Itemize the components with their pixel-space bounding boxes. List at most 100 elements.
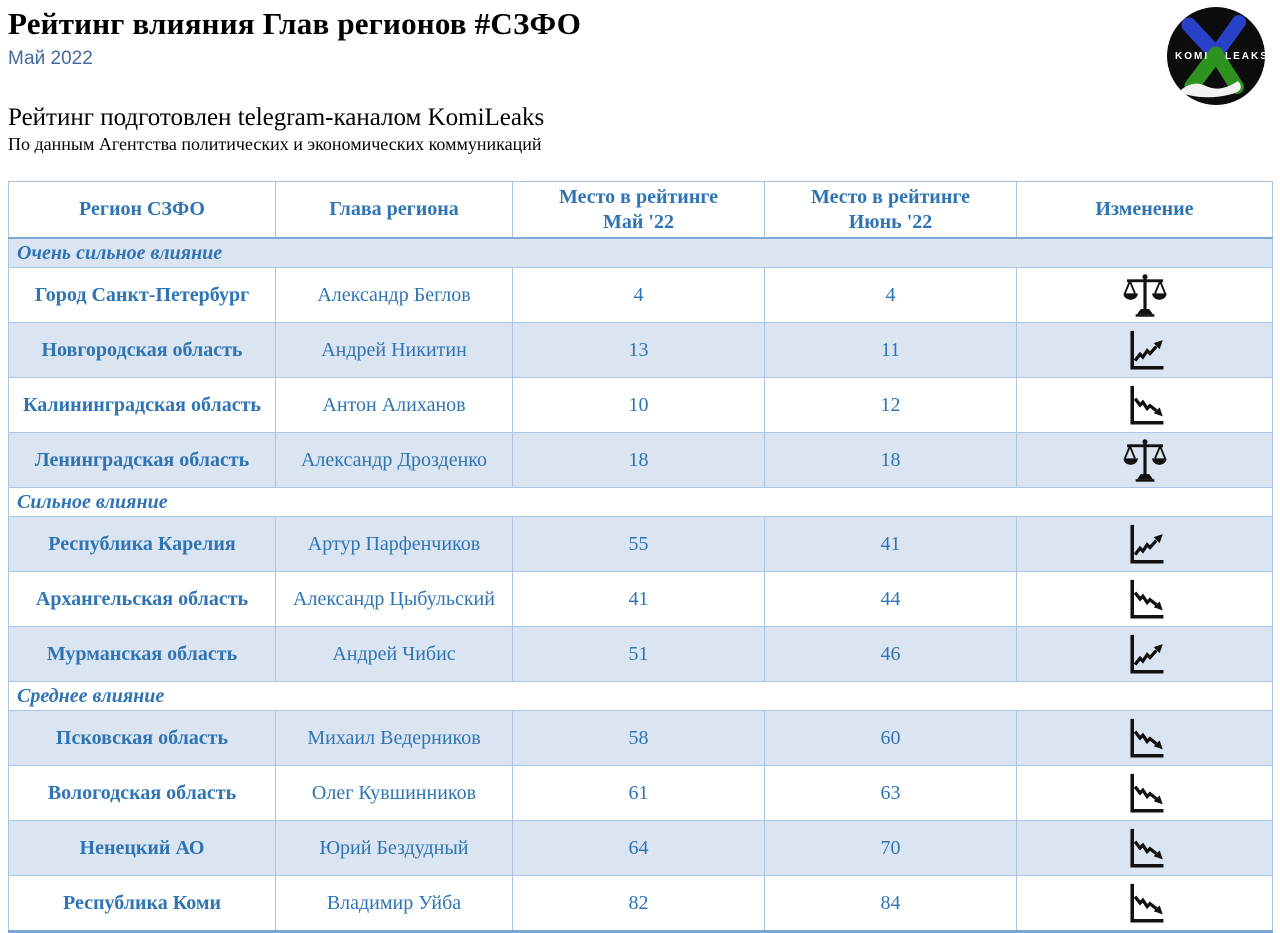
change-cell [1016,626,1273,682]
column-header-3: Место в рейтинге Июнь '22 [764,181,1017,239]
change-cell [1016,267,1273,323]
rank-june-cell: 12 [764,377,1017,433]
table-row: Новгородская область Андрей Никитин 13 11 [8,322,1273,378]
region-cell: Мурманская область [8,626,276,682]
logo-text-left: KOMI [1175,51,1209,62]
rank-may-cell: 64 [512,820,765,876]
head-cell: Антон Алиханов [275,377,513,433]
table-row: Вологодская область Олег Кувшинников 61 63 [8,765,1273,821]
header-row: Регион СЗФО Глава региона Место в рейтинге… [8,181,1273,239]
rank-june-cell: 44 [764,571,1017,627]
head-cell: Михаил Ведерников [275,710,513,766]
change-cell [1016,571,1273,627]
rank-june-cell: 70 [764,820,1017,876]
section-row: Среднее влияние [8,681,1273,711]
head-cell: Юрий Бездудный [275,820,513,876]
rank-june-cell: 46 [764,626,1017,682]
rank-may-cell: 10 [512,377,765,433]
table-row: Город Санкт-Петербург Александр Беглов 4 4 [8,267,1273,323]
rank-may-cell: 51 [512,626,765,682]
head-cell: Александр Цыбульский [275,571,513,627]
change-cell [1016,765,1273,821]
column-header-0: Регион СЗФО [8,181,276,239]
table-row: Республика Коми Владимир Уйба 82 84 [8,875,1273,932]
rating-table-body: Очень сильное влияние Город Санкт-Петербу… [8,237,1273,932]
trend-up-icon [1122,330,1168,370]
region-cell: Архангельская область [8,571,276,627]
region-cell: Калининградская область [8,377,276,433]
region-cell: Псковская область [8,710,276,766]
rank-june-cell: 63 [764,765,1017,821]
head-cell: Александр Беглов [275,267,513,323]
balance-scale-icon [1122,273,1168,317]
region-cell: Город Санкт-Петербург [8,267,276,323]
table-row: Архангельская область Александр Цыбульски… [8,571,1273,627]
table-row: Псковская область Михаил Ведерников 58 60 [8,710,1273,766]
change-cell [1016,377,1273,433]
source-line: По данным Агентства политических и эконо… [8,134,542,154]
trend-down-icon [1122,828,1168,868]
rank-june-cell: 41 [764,516,1017,572]
section-label: Сильное влияние [8,487,1273,517]
trend-up-icon [1122,524,1168,564]
document-header: Рейтинг влияния Глав регионов #СЗФО Май … [0,0,1280,155]
rank-june-cell: 60 [764,710,1017,766]
rank-may-cell: 41 [512,571,765,627]
komileaks-logo: KOMI LEAKS [1165,5,1267,107]
head-cell: Владимир Уйба [275,875,513,932]
page-title: Рейтинг влияния Глав регионов #СЗФО [8,6,582,41]
komileaks-logo-icon: KOMI LEAKS [1167,7,1267,105]
table-row: Ленинградская область Александр Дрозденко… [8,432,1273,488]
rank-june-cell: 18 [764,432,1017,488]
page-subtitle: Май 2022 [8,48,93,69]
rank-may-cell: 61 [512,765,765,821]
balance-scale-icon [1122,438,1168,482]
rank-may-cell: 82 [512,875,765,932]
table-row: Республика Карелия Артур Парфенчиков 55 41 [8,516,1273,572]
region-cell: Ленинградская область [8,432,276,488]
column-header-1: Глава региона [275,181,513,239]
rank-june-cell: 11 [764,322,1017,378]
region-cell: Республика Карелия [8,516,276,572]
head-cell: Андрей Чибис [275,626,513,682]
section-label: Очень сильное влияние [8,237,1273,268]
rank-june-cell: 4 [764,267,1017,323]
head-cell: Александр Дрозденко [275,432,513,488]
change-cell [1016,432,1273,488]
rank-may-cell: 18 [512,432,765,488]
rank-june-cell: 84 [764,875,1017,932]
change-cell [1016,820,1273,876]
trend-down-icon [1122,385,1168,425]
change-cell [1016,710,1273,766]
column-header-4: Изменение [1016,181,1273,239]
rating-table-head: Регион СЗФО Глава региона Место в рейтинге… [8,181,1273,239]
change-cell [1016,516,1273,572]
column-header-2: Место в рейтинге Май '22 [512,181,765,239]
region-cell: Вологодская область [8,765,276,821]
rating-table: Регион СЗФО Глава региона Место в рейтинге… [8,181,1273,933]
rank-may-cell: 58 [512,710,765,766]
table-row: Калининградская область Антон Алиханов 10 1… [8,377,1273,433]
section-row: Очень сильное влияние [8,237,1273,268]
trend-up-icon [1122,634,1168,674]
logo-text-right: LEAKS [1225,51,1267,62]
head-cell: Андрей Никитин [275,322,513,378]
trend-down-icon [1122,579,1168,619]
region-cell: Ненецкий АО [8,820,276,876]
table-row: Ненецкий АО Юрий Бездудный 64 70 [8,820,1273,876]
rank-may-cell: 13 [512,322,765,378]
rank-may-cell: 4 [512,267,765,323]
region-cell: Республика Коми [8,875,276,932]
rank-may-cell: 55 [512,516,765,572]
prepared-by-line: Рейтинг подготовлен telegram-каналом Kom… [8,104,545,131]
table-row: Мурманская область Андрей Чибис 51 46 [8,626,1273,682]
head-cell: Олег Кувшинников [275,765,513,821]
region-cell: Новгородская область [8,322,276,378]
logo-snow-shape [1180,81,1241,98]
section-label: Среднее влияние [8,681,1273,711]
section-row: Сильное влияние [8,487,1273,517]
trend-down-icon [1122,718,1168,758]
trend-down-icon [1122,883,1168,923]
change-cell [1016,322,1273,378]
